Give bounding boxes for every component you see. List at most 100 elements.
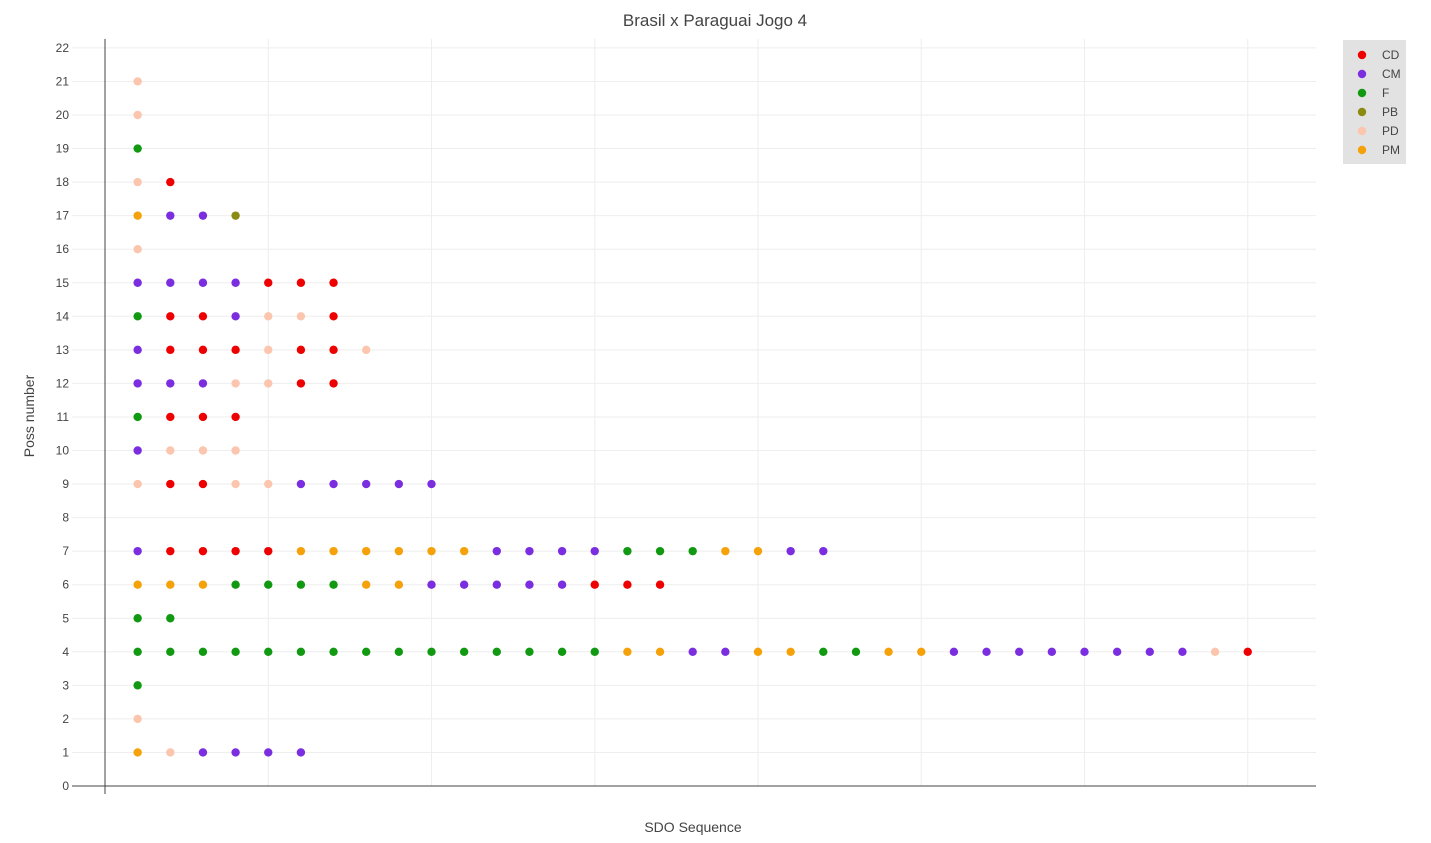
data-point-cm[interactable] bbox=[133, 278, 142, 287]
data-point-cm[interactable] bbox=[982, 647, 991, 656]
data-point-pm[interactable] bbox=[362, 546, 371, 556]
data-point-pm[interactable] bbox=[623, 647, 632, 656]
data-point-f[interactable] bbox=[166, 647, 175, 656]
data-point-f[interactable] bbox=[623, 546, 632, 556]
legend-label-cd[interactable]: CD bbox=[1382, 48, 1400, 62]
data-point-cm[interactable] bbox=[557, 580, 567, 589]
data-point-cm[interactable] bbox=[166, 211, 175, 220]
data-point-cd[interactable] bbox=[329, 345, 338, 355]
data-point-cm[interactable] bbox=[166, 379, 175, 388]
data-point-cd[interactable] bbox=[166, 546, 175, 556]
data-point-cm[interactable] bbox=[492, 546, 501, 556]
data-point-f[interactable] bbox=[133, 681, 142, 690]
data-point-cd[interactable] bbox=[166, 345, 175, 355]
data-point-cm[interactable] bbox=[525, 546, 534, 556]
data-point-f[interactable] bbox=[851, 647, 861, 656]
data-point-cd[interactable] bbox=[296, 278, 306, 287]
data-point-f[interactable] bbox=[231, 647, 240, 656]
legend[interactable]: CD CM F PB PD PM bbox=[1343, 40, 1406, 164]
data-point-pm[interactable] bbox=[362, 580, 371, 589]
data-point-pm[interactable] bbox=[394, 580, 404, 589]
data-point-pm[interactable] bbox=[198, 580, 208, 589]
data-point-pd[interactable] bbox=[231, 446, 240, 455]
data-point-cm[interactable] bbox=[231, 312, 240, 321]
data-point-pm[interactable] bbox=[786, 647, 795, 656]
data-point-cm[interactable] bbox=[133, 345, 142, 355]
data-points[interactable] bbox=[133, 77, 1252, 757]
data-point-cm[interactable] bbox=[590, 546, 599, 556]
data-point-cm[interactable] bbox=[198, 748, 208, 757]
data-point-f[interactable] bbox=[688, 546, 697, 556]
data-point-cm[interactable] bbox=[688, 647, 697, 656]
data-point-cm[interactable] bbox=[329, 479, 338, 489]
data-point-cm[interactable] bbox=[231, 278, 240, 287]
data-point-f[interactable] bbox=[819, 647, 828, 656]
data-point-f[interactable] bbox=[166, 614, 175, 623]
data-point-cd[interactable] bbox=[198, 479, 208, 489]
data-point-pd[interactable] bbox=[133, 77, 142, 86]
data-point-cd[interactable] bbox=[166, 312, 175, 321]
data-point-cm[interactable] bbox=[492, 580, 501, 589]
data-point-cm[interactable] bbox=[198, 379, 208, 388]
data-point-pm[interactable] bbox=[329, 546, 338, 556]
data-point-cm[interactable] bbox=[1080, 647, 1089, 656]
data-point-cm[interactable] bbox=[557, 546, 567, 556]
data-point-cd[interactable] bbox=[329, 379, 338, 388]
data-point-cd[interactable] bbox=[198, 546, 208, 556]
data-point-cd[interactable] bbox=[329, 312, 338, 321]
data-point-cm[interactable] bbox=[427, 580, 436, 589]
data-point-f[interactable] bbox=[198, 647, 208, 656]
legend-label-pb[interactable]: PB bbox=[1382, 105, 1398, 119]
data-point-cd[interactable] bbox=[231, 345, 240, 355]
data-point-pm[interactable] bbox=[884, 647, 893, 656]
data-point-pm[interactable] bbox=[166, 580, 175, 589]
data-point-pd[interactable] bbox=[264, 379, 273, 388]
data-point-cm[interactable] bbox=[198, 278, 208, 287]
data-point-pd[interactable] bbox=[133, 479, 142, 489]
data-point-cd[interactable] bbox=[166, 479, 175, 489]
data-point-cd[interactable] bbox=[231, 412, 240, 422]
data-point-f[interactable] bbox=[133, 412, 142, 422]
data-point-cd[interactable] bbox=[166, 412, 175, 422]
data-point-cm[interactable] bbox=[362, 479, 371, 489]
data-point-f[interactable] bbox=[329, 647, 338, 656]
data-point-f[interactable] bbox=[427, 647, 436, 656]
data-point-cd[interactable] bbox=[329, 278, 338, 287]
data-point-cm[interactable] bbox=[1015, 647, 1024, 656]
data-point-f[interactable] bbox=[133, 614, 142, 623]
data-point-pd[interactable] bbox=[166, 446, 175, 455]
data-point-pd[interactable] bbox=[166, 748, 175, 757]
data-point-pm[interactable] bbox=[459, 546, 469, 556]
data-point-cm[interactable] bbox=[133, 379, 142, 388]
data-point-cd[interactable] bbox=[623, 580, 632, 589]
data-point-pm[interactable] bbox=[753, 546, 763, 556]
data-point-cd[interactable] bbox=[264, 546, 273, 556]
data-point-f[interactable] bbox=[231, 580, 240, 589]
data-point-cd[interactable] bbox=[198, 345, 208, 355]
legend-label-pm[interactable]: PM bbox=[1382, 143, 1400, 157]
data-point-pd[interactable] bbox=[264, 479, 273, 489]
data-point-pm[interactable] bbox=[753, 647, 763, 656]
data-point-cm[interactable] bbox=[231, 748, 240, 757]
data-point-f[interactable] bbox=[590, 647, 599, 656]
data-point-cd[interactable] bbox=[198, 412, 208, 422]
data-point-f[interactable] bbox=[296, 580, 306, 589]
data-point-pm[interactable] bbox=[133, 748, 142, 757]
data-point-cd[interactable] bbox=[655, 580, 665, 589]
data-point-cm[interactable] bbox=[198, 211, 208, 220]
data-point-f[interactable] bbox=[133, 144, 142, 153]
data-point-pd[interactable] bbox=[133, 110, 142, 120]
data-point-f[interactable] bbox=[459, 647, 469, 656]
data-point-f[interactable] bbox=[492, 647, 501, 656]
data-point-cm[interactable] bbox=[459, 580, 469, 589]
data-point-cm[interactable] bbox=[264, 748, 273, 757]
data-point-f[interactable] bbox=[296, 647, 306, 656]
data-point-pd[interactable] bbox=[133, 177, 142, 187]
data-point-pd[interactable] bbox=[198, 446, 208, 455]
data-point-cm[interactable] bbox=[949, 647, 959, 656]
data-point-cm[interactable] bbox=[525, 580, 534, 589]
data-point-cm[interactable] bbox=[1145, 647, 1155, 656]
data-point-pd[interactable] bbox=[133, 714, 142, 724]
data-point-pd[interactable] bbox=[1210, 647, 1220, 656]
data-point-cd[interactable] bbox=[296, 345, 306, 355]
